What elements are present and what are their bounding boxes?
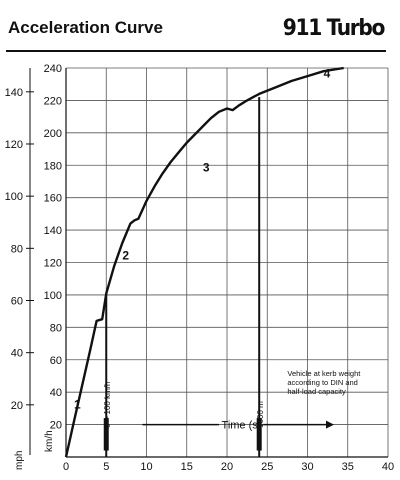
mph-tick-label: 60 (11, 295, 23, 307)
chart-note: Vehicle at kerb weight according to DIN a… (287, 369, 361, 396)
y-tick-label: 180 (44, 160, 62, 172)
x-tick-label: 30 (301, 461, 313, 473)
y-tick-label: 120 (44, 258, 62, 270)
marker-label: 0 – 100 km/h (103, 382, 112, 428)
y-tick-label: 220 (44, 95, 62, 107)
y-tick-label: 200 (44, 128, 62, 140)
brand-logo: 911 Turbo (282, 16, 386, 41)
mph-tick-label: 120 (5, 139, 23, 151)
mph-tick-label: 40 (11, 348, 23, 360)
y-tick-label: 240 (44, 63, 62, 75)
x-tick-label: 35 (342, 461, 354, 473)
x-tick-label: 25 (261, 461, 273, 473)
page-title: Acceleration Curve (8, 18, 163, 37)
y-tick-label: 160 (44, 193, 62, 205)
marker-block (103, 418, 109, 451)
x-tick-label: 40 (382, 461, 394, 473)
mph-tick-label: 80 (11, 243, 23, 255)
y-tick-label: 20 (50, 420, 62, 432)
mph-tick-label: 20 (11, 400, 23, 412)
time-arrow-head (326, 420, 335, 429)
marker-label: 1000 m (256, 401, 265, 428)
y-tick-label: 100 (44, 290, 62, 302)
mph-axis-label: mph (14, 451, 25, 470)
y-tick-label: 140 (44, 225, 62, 237)
gear-label: 3 (203, 161, 210, 175)
header: Acceleration Curve 911 Turbo (0, 0, 400, 52)
x-tick-label: 5 (103, 461, 109, 473)
marker-block (256, 418, 262, 451)
mph-tick-label: 100 (5, 191, 23, 203)
acceleration-curve (64, 66, 344, 458)
gear-label: 1 (74, 397, 81, 411)
x-tick-label: 10 (140, 461, 152, 473)
x-axis-label: Time (s) (222, 420, 262, 432)
y-tick-label: 60 (50, 355, 62, 367)
mph-tick-label: 140 (5, 87, 23, 99)
x-tick-label: 0 (63, 461, 69, 473)
x-tick-label: 20 (221, 461, 233, 473)
y-tick-label: 40 (50, 387, 62, 399)
gear-label: 4 (324, 67, 331, 81)
x-tick-label: 15 (181, 461, 193, 473)
header-rule (6, 50, 386, 52)
y-axis-label: km/h (44, 430, 55, 452)
y-tick-label: 80 (50, 322, 62, 334)
gear-label: 2 (122, 248, 129, 262)
